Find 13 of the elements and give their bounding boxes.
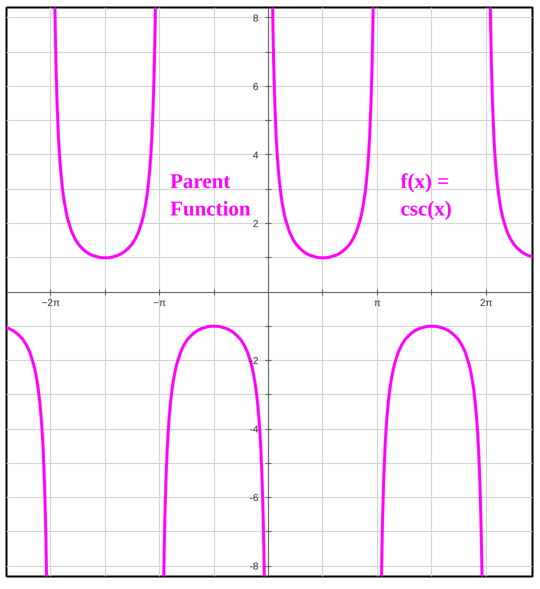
x-tick-label: 2π	[480, 298, 493, 309]
y-tick-label: 4	[252, 150, 259, 162]
y-tick-label: -8	[250, 562, 259, 573]
x-tick-label: π	[374, 298, 381, 309]
annotation: f(x) = csc(x)	[400, 169, 452, 221]
x-tick-label: −π	[153, 298, 166, 309]
y-tick-label: 6	[252, 82, 259, 93]
y-tick-label: -6	[250, 493, 259, 504]
y-tick-label: -4	[250, 424, 259, 436]
y-tick-label: 2	[252, 218, 259, 230]
y-tick-label: 8	[252, 13, 259, 24]
annotation: Parent Function	[170, 169, 251, 221]
x-tick-label: −2π	[42, 298, 60, 309]
